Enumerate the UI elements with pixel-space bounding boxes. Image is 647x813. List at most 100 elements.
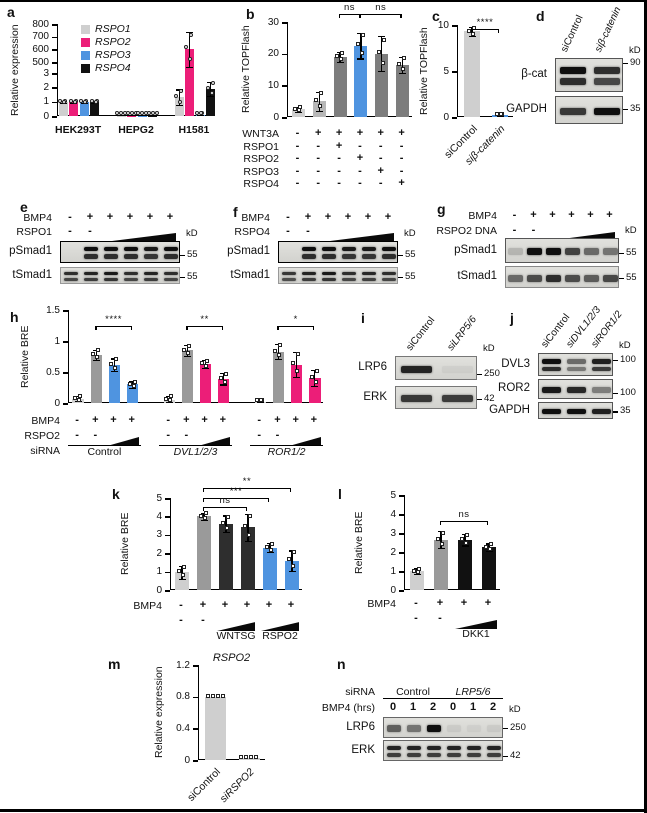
- protein-band: [123, 247, 139, 252]
- condition-cell: +: [265, 599, 273, 611]
- condition-cell: +: [335, 139, 343, 152]
- kd-label: 55: [187, 249, 198, 261]
- condition-cell: +: [128, 414, 135, 426]
- data-point: [498, 111, 503, 116]
- sig-label: **: [242, 476, 252, 487]
- kd-tick: [619, 253, 624, 255]
- ramp-icon: [106, 433, 139, 446]
- protein-band: [486, 725, 502, 732]
- condition-cell: +: [364, 211, 372, 223]
- protein-band: [594, 66, 620, 74]
- condition-cell: +: [287, 599, 295, 611]
- condition-cell: +: [587, 209, 594, 221]
- condition-cell: -: [68, 211, 72, 223]
- protein-band: [361, 277, 377, 281]
- bar: [205, 696, 227, 760]
- error-cap: [175, 105, 183, 107]
- row-label: BMP4: [367, 598, 396, 610]
- kd-tick: [623, 63, 628, 65]
- y-tick: [282, 85, 287, 87]
- condition-cell: -: [399, 152, 404, 164]
- condition-cell: -: [358, 177, 362, 189]
- data-point: [167, 397, 172, 402]
- y-tick: [165, 553, 170, 555]
- data-point: [401, 66, 406, 71]
- x-group-label: H1581: [178, 124, 210, 136]
- data-point: [293, 106, 298, 111]
- panel-letter-m: m: [108, 656, 121, 672]
- condition-cell: -: [399, 139, 404, 152]
- y-tick-label: 3: [43, 67, 49, 79]
- y-axis-label: Relative TOPFlash: [418, 27, 430, 115]
- panel-letter-k: k: [112, 486, 120, 502]
- kd-label: 55: [626, 247, 637, 258]
- data-point: [132, 379, 137, 384]
- protein-band: [426, 725, 442, 732]
- x-tick-label: siControl: [185, 766, 224, 804]
- error-bar: [318, 91, 320, 111]
- data-point: [359, 50, 364, 55]
- y-tick-label: 0.4: [176, 722, 190, 734]
- condition-cell: +: [398, 127, 405, 139]
- error-bar: [464, 533, 466, 546]
- data-point: [286, 557, 291, 562]
- data-point: [439, 542, 444, 547]
- condition-cell: -: [166, 429, 170, 441]
- kd-unit-label: kD: [186, 228, 198, 239]
- data-point: [309, 374, 314, 379]
- sig-bracket: [440, 521, 488, 522]
- bar: [457, 539, 473, 590]
- panel-letter-d: d: [536, 8, 545, 24]
- data-point: [199, 110, 203, 115]
- condition-cell: +: [568, 209, 575, 221]
- data-point: [115, 110, 119, 115]
- data-point: [459, 536, 464, 541]
- data-point: [177, 99, 182, 104]
- protein-band: [446, 725, 462, 732]
- condition-cell: +: [110, 414, 117, 426]
- ramp-icon: [288, 433, 321, 446]
- kd-tick: [477, 398, 482, 400]
- protein-band: [401, 395, 432, 402]
- data-point: [380, 61, 385, 66]
- condition-cell: +: [292, 414, 299, 426]
- protein-band: [281, 277, 297, 281]
- data-point: [255, 397, 260, 402]
- protein-band: [163, 254, 179, 259]
- condition-cell: +: [199, 599, 207, 611]
- kd-unit-label: kD: [629, 45, 641, 56]
- y-tick: [282, 22, 287, 24]
- sig-label: ns: [375, 2, 387, 13]
- data-point: [269, 541, 274, 546]
- panel-j-blot: siControl siDVL1/2/3 siROR1/2 DVL3 100 kD ROR2…: [489, 305, 647, 448]
- data-point: [313, 379, 318, 384]
- condition-cell: -: [295, 177, 300, 189]
- protein-band: [446, 745, 462, 751]
- protein-band: [592, 359, 611, 364]
- bar: [463, 31, 481, 117]
- blot-row-label: β-cat: [521, 68, 547, 80]
- data-point: [210, 694, 215, 699]
- condition-cell: -: [378, 177, 383, 189]
- kd-label: 100: [620, 353, 636, 365]
- y-tick: [165, 516, 170, 518]
- condition-cell: -: [179, 614, 183, 626]
- data-point: [223, 372, 228, 377]
- bar: [185, 49, 195, 116]
- panel-l-chart: Relative BRE 0 1 2 3 4 5 ns BMP4 - + + + - - DKK1: [352, 490, 542, 675]
- legend-label: RSPO1: [95, 23, 131, 35]
- data-point: [182, 347, 187, 352]
- condition-cell: +: [344, 211, 352, 223]
- condition-cell: +: [219, 414, 227, 426]
- protein-band: [386, 725, 402, 732]
- error-bar: [247, 513, 249, 542]
- condition-label: LRP5/6: [443, 686, 503, 699]
- data-point: [76, 397, 81, 402]
- error-cap: [196, 115, 204, 117]
- data-point: [127, 381, 132, 386]
- condition-cell: +: [304, 211, 312, 223]
- condition-cell: -: [337, 177, 341, 189]
- protein-band: [442, 395, 473, 402]
- condition-cell: -: [358, 139, 362, 152]
